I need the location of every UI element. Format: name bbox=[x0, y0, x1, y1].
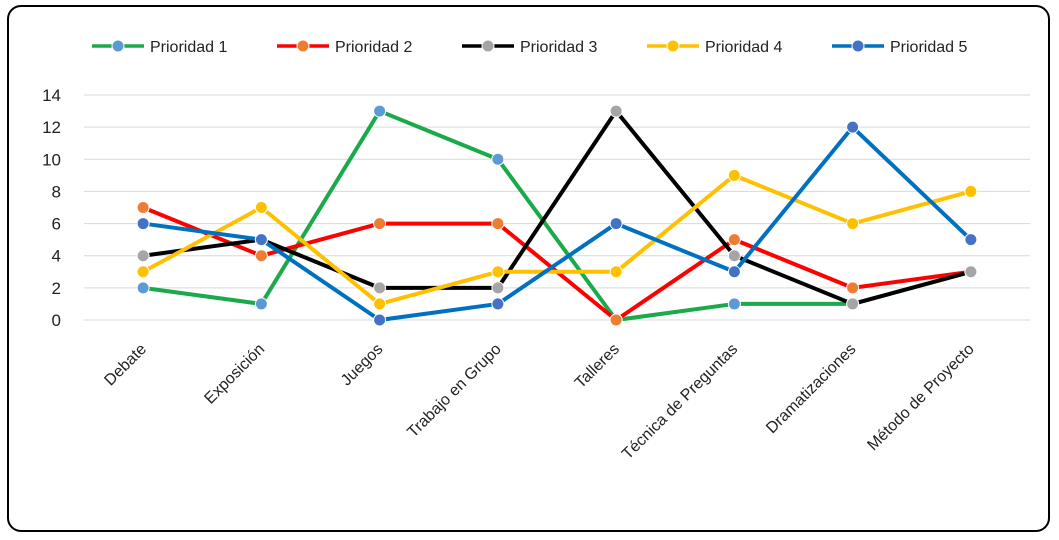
y-tick-label: 14 bbox=[42, 86, 61, 105]
data-point-s5 bbox=[727, 265, 741, 279]
data-point-s1 bbox=[373, 104, 387, 118]
data-point-s4 bbox=[254, 201, 268, 214]
data-point-s3 bbox=[609, 104, 623, 118]
data-point-s1 bbox=[727, 297, 741, 311]
data-point-s3 bbox=[491, 281, 505, 295]
y-tick-label: 8 bbox=[52, 182, 61, 201]
x-tick-label: Exposición bbox=[201, 341, 268, 408]
legend-swatch-marker bbox=[296, 39, 310, 53]
legend-swatch-marker bbox=[111, 39, 125, 53]
data-point-s2 bbox=[609, 313, 623, 327]
y-tick-label: 0 bbox=[52, 311, 61, 330]
x-tick-label: Método de Proyecto bbox=[864, 341, 977, 454]
x-axis-labels: Debate Exposición Juegos Trabajo en Grupo Ta… bbox=[101, 341, 977, 463]
data-point-s1 bbox=[136, 281, 150, 295]
series-line-5 bbox=[141, 125, 973, 322]
x-tick-label: Juegos bbox=[338, 341, 387, 390]
data-point-s5 bbox=[373, 313, 387, 327]
series-line-4 bbox=[141, 173, 973, 306]
data-point-s5 bbox=[491, 297, 505, 311]
data-point-s4 bbox=[846, 217, 860, 231]
data-point-s2 bbox=[846, 281, 860, 295]
x-tick-label: Talleres bbox=[572, 341, 623, 392]
y-tick-label: 6 bbox=[52, 215, 61, 234]
data-point-s5 bbox=[254, 233, 268, 247]
legend-item-5: Prioridad 5 bbox=[832, 39, 967, 56]
data-point-s4 bbox=[964, 184, 978, 198]
legend-swatch-marker bbox=[481, 39, 495, 53]
legend-item-3: Prioridad 3 bbox=[462, 39, 597, 56]
x-tick-label: Trabajo en Grupo bbox=[404, 341, 504, 441]
legend-label: Prioridad 1 bbox=[150, 39, 227, 56]
data-point-s3 bbox=[964, 265, 978, 279]
y-axis-ticks: 0 2 4 6 8 10 12 14 bbox=[42, 86, 61, 330]
series-line-3 bbox=[141, 109, 973, 306]
legend-label: Prioridad 2 bbox=[335, 39, 412, 56]
data-point-s1 bbox=[491, 152, 505, 166]
data-point-s4 bbox=[491, 265, 505, 279]
data-point-s5 bbox=[964, 233, 978, 247]
x-tick-label: Dramatizaciones bbox=[763, 341, 859, 437]
data-point-s2 bbox=[491, 217, 505, 231]
series-group bbox=[136, 104, 978, 327]
legend-item-2: Prioridad 2 bbox=[277, 39, 412, 56]
data-point-s4 bbox=[373, 297, 387, 311]
y-tick-label: 10 bbox=[42, 150, 61, 169]
legend-label: Prioridad 3 bbox=[520, 39, 597, 56]
data-point-s4 bbox=[609, 265, 623, 279]
legend-label: Prioridad 5 bbox=[890, 39, 967, 56]
legend-item-4: Prioridad 4 bbox=[647, 39, 782, 56]
data-point-s2 bbox=[373, 217, 387, 231]
data-point-s5 bbox=[609, 217, 623, 231]
data-point-s2 bbox=[254, 249, 268, 263]
data-point-s5 bbox=[846, 120, 860, 134]
y-tick-label: 2 bbox=[52, 279, 61, 298]
data-point-s2 bbox=[136, 201, 150, 214]
y-tick-label: 12 bbox=[42, 118, 61, 137]
series-line-1 bbox=[141, 109, 973, 322]
legend-item-1: Prioridad 1 bbox=[92, 39, 227, 56]
data-point-s5 bbox=[136, 217, 150, 231]
data-point-s3 bbox=[727, 249, 741, 263]
data-point-s4 bbox=[136, 265, 150, 279]
data-point-s2 bbox=[727, 233, 741, 247]
data-point-s1 bbox=[254, 297, 268, 311]
data-point-s3 bbox=[846, 297, 860, 311]
legend: Prioridad 1 Prioridad 2 Prioridad 3 Priorid… bbox=[92, 39, 967, 56]
legend-swatch-marker bbox=[851, 39, 865, 53]
legend-label: Prioridad 4 bbox=[705, 39, 782, 56]
data-point-s3 bbox=[373, 281, 387, 295]
chart-frame bbox=[7, 5, 1050, 532]
gridlines bbox=[84, 94, 1030, 321]
data-point-s4 bbox=[727, 168, 741, 182]
x-tick-label: Debate bbox=[101, 341, 150, 390]
legend-swatch-marker bbox=[666, 39, 680, 53]
x-tick-label: Técnica de Preguntas bbox=[619, 341, 741, 463]
y-tick-label: 4 bbox=[52, 247, 61, 266]
data-point-s3 bbox=[136, 249, 150, 263]
